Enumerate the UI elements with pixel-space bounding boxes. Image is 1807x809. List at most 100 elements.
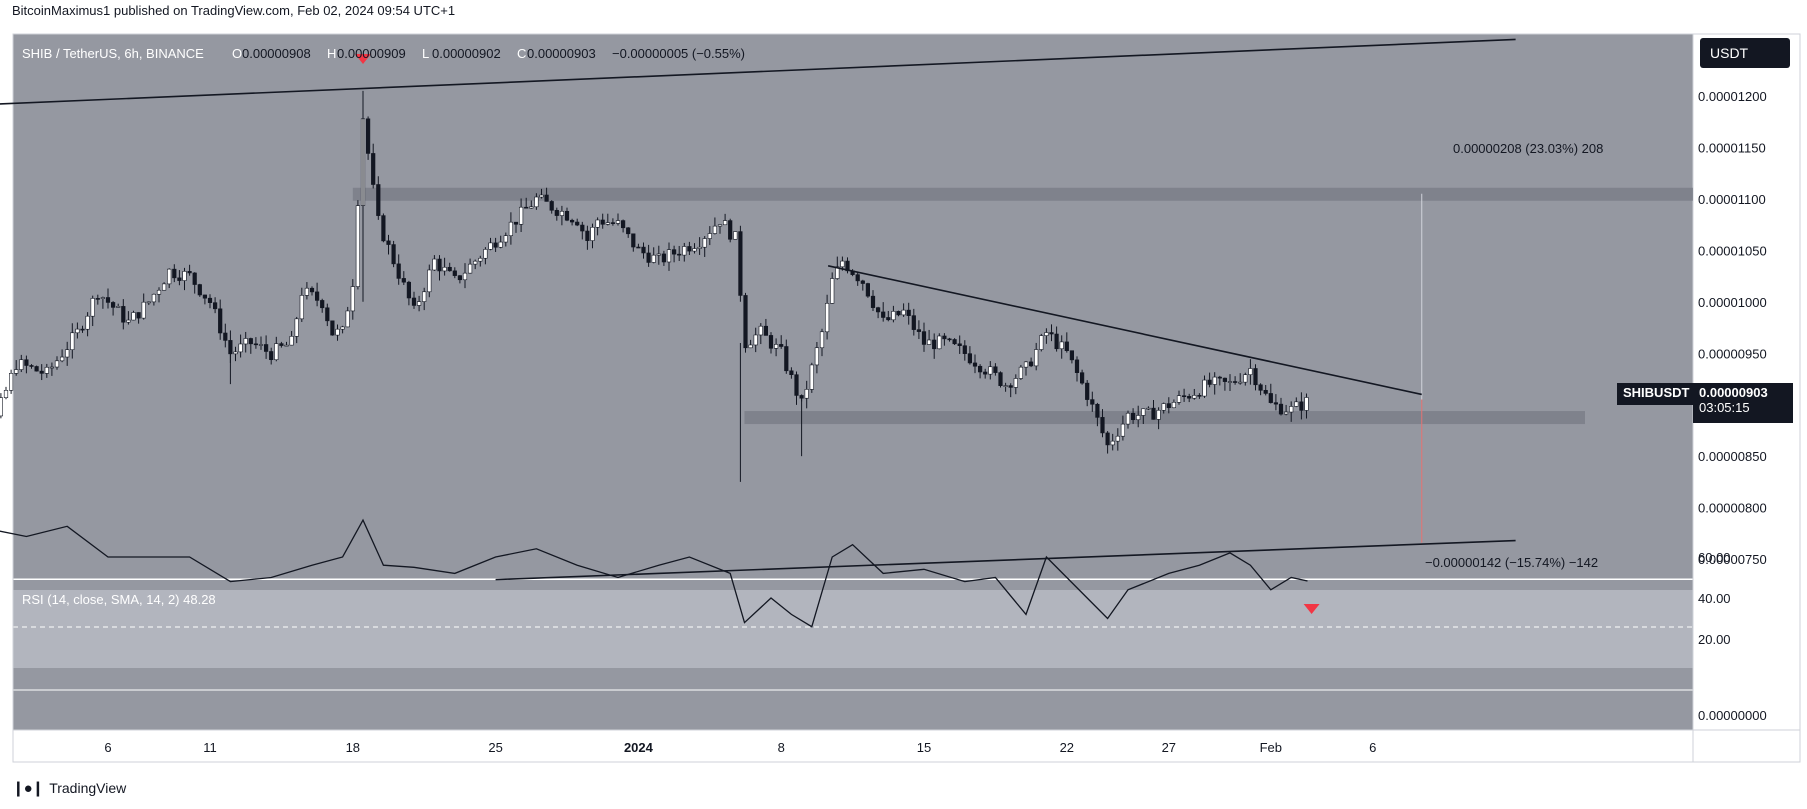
candle-body (921, 331, 927, 345)
candle-body (223, 332, 228, 341)
candle-body (274, 343, 279, 361)
candle-body (192, 272, 197, 285)
price-tick-label: 0.00001150 (1698, 140, 1766, 155)
candle-body (49, 366, 54, 369)
candle-body (1049, 332, 1054, 335)
tradingview-logo[interactable]: ❙●❙ TradingView (12, 779, 126, 797)
candle-body (299, 295, 304, 320)
candle-body (151, 293, 157, 303)
rsi-band (13, 590, 1693, 668)
chart-frame (12, 33, 1801, 763)
price-tick-label: 0.00000750 (1698, 552, 1767, 567)
candle-body (3, 390, 9, 399)
publish-header: BitcoinMaximus1 published on TradingView… (12, 3, 456, 18)
legend-c-value: 0.00000903 (527, 46, 596, 61)
candle-body (1013, 378, 1018, 388)
candle-body (335, 328, 340, 336)
rsi-tick-label: 40.00 (1698, 591, 1731, 606)
candle-body (1156, 409, 1161, 420)
candle-body (503, 235, 508, 243)
tradingview-brand-text: TradingView (49, 780, 127, 796)
candle-body (1054, 333, 1059, 350)
candle-body (1080, 372, 1085, 384)
candle-body (156, 289, 162, 295)
candle-body (610, 222, 615, 224)
candle-body (1136, 415, 1141, 421)
candle-body (743, 295, 748, 349)
candle-body (666, 249, 672, 263)
candle-body (126, 319, 131, 323)
candle-body (167, 268, 172, 285)
candle-body (1100, 417, 1105, 434)
candle-body (569, 219, 575, 223)
candle-body (1207, 379, 1212, 385)
candle-body (1115, 435, 1120, 442)
candle-body (44, 366, 49, 374)
candle-body (34, 366, 39, 372)
candle-body (508, 221, 514, 237)
symbol-price-tag: SHIBUSDT (1617, 383, 1696, 405)
candle-body (559, 210, 564, 216)
candle-body (952, 339, 957, 345)
candle-body (381, 215, 386, 242)
candle-body (702, 238, 707, 248)
candle-body (141, 301, 146, 319)
candle-body (1248, 368, 1253, 376)
candle-body (483, 249, 488, 259)
currency-button[interactable]: USDT (1700, 38, 1790, 68)
candle-body (692, 248, 697, 252)
candle-body (253, 343, 259, 346)
measure-up-label: 0.00000208 (23.03%) 208 (1453, 141, 1603, 156)
candle-body (386, 240, 391, 245)
candle-body (202, 294, 208, 299)
price-tick-label: 0.00001200 (1698, 89, 1767, 104)
candle-body (1141, 408, 1146, 416)
candle-body (784, 346, 789, 372)
candle-body (626, 227, 631, 235)
rsi-tick-label: 60.00 (1698, 550, 1731, 565)
candle-body (131, 312, 136, 321)
candle-body (896, 311, 901, 316)
candle-body (1120, 423, 1125, 437)
candle-body (758, 325, 763, 336)
candle-body (733, 231, 738, 240)
legend-symbol: SHIB / TetherUS, 6h, BINANCE (22, 46, 204, 61)
candle-body (855, 274, 860, 282)
candle-body (768, 335, 774, 349)
candle-body (881, 311, 886, 318)
candle-body (320, 300, 325, 309)
time-tick-label: 18 (346, 740, 360, 755)
candle-body (1151, 407, 1156, 420)
candle-body (1233, 381, 1238, 383)
candle-body (534, 196, 539, 208)
candle-body (819, 331, 825, 349)
candle-body (452, 270, 457, 276)
candle-body (993, 366, 998, 373)
candle-body (1294, 401, 1299, 407)
candle-body (182, 271, 187, 281)
candle-body (1029, 361, 1034, 367)
down-triangle-price-marker (355, 54, 371, 64)
candle-body (513, 221, 519, 225)
candle-body (1197, 395, 1202, 397)
candle-body (330, 320, 335, 336)
candle-body (432, 258, 437, 271)
legend-c-label: C (517, 46, 526, 61)
candle-body (1263, 389, 1268, 394)
candle-body (707, 233, 712, 239)
candle-body (284, 344, 289, 347)
time-tick-label: 11 (203, 740, 217, 755)
candle-body (539, 194, 544, 198)
candle-body (1299, 401, 1304, 411)
candle-body (840, 260, 845, 268)
candle-body (289, 336, 294, 346)
candle-body (0, 397, 3, 417)
candle-body (1095, 403, 1100, 418)
candle-body (529, 206, 534, 209)
candle-body (314, 291, 320, 301)
candle-body (824, 303, 830, 333)
candle-body (248, 338, 253, 345)
candle-body (860, 280, 865, 284)
candle-body (233, 351, 238, 355)
